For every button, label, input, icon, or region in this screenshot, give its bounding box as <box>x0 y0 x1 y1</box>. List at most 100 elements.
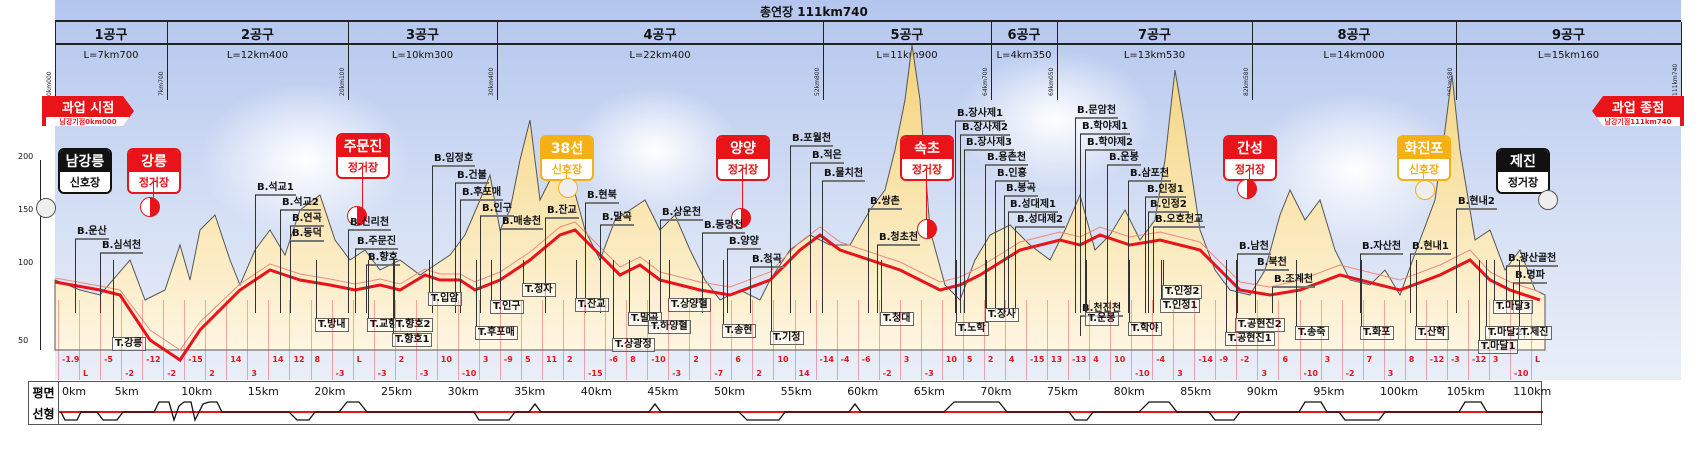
gradient-value: 4 <box>1008 355 1015 364</box>
gradient-value: 8 <box>1408 355 1415 364</box>
km-tick-label: 95km <box>1313 385 1345 398</box>
bridge-label: B.장사제3 <box>964 137 1014 313</box>
alignment-line <box>54 228 1541 363</box>
gradient-value: 12 <box>293 355 305 364</box>
gradient-value: -10 <box>461 369 477 378</box>
bridge-label: B.삼포천 <box>1128 168 1172 313</box>
km-tick-label: 25km <box>381 385 413 398</box>
tunnel-label: T.송현 <box>722 260 756 338</box>
station-type: 정거장 <box>1507 176 1539 189</box>
gradient-divider <box>1320 300 1322 380</box>
km-tick-label: 10km <box>181 385 213 398</box>
bridge-label: B.인흥 <box>995 168 1029 313</box>
bridge-label: B.양양 <box>727 236 761 313</box>
gradient-value: 2 <box>398 355 405 364</box>
gradient-value: -3 <box>924 369 934 378</box>
gradient-divider <box>1531 300 1532 380</box>
station-type: 정거장 <box>1234 163 1266 176</box>
station-symbol-icon <box>1237 179 1257 199</box>
station-pole <box>742 169 743 218</box>
gradient-divider <box>247 300 249 380</box>
y-axis-label: 50 <box>18 336 29 345</box>
gradient-value: -4 <box>1156 355 1166 364</box>
gradient-value: 7 <box>1366 355 1373 364</box>
section-divider <box>497 22 498 100</box>
gradient-value: -3 <box>672 369 682 378</box>
gradient-divider <box>121 300 123 380</box>
bridge-label: B.봉곡 <box>1004 183 1038 313</box>
section-length: L=22km400 <box>629 50 691 61</box>
station-type: 정거장 <box>911 163 943 176</box>
bridge-label: B.학야제2 <box>1085 137 1135 313</box>
gradient-divider <box>1194 300 1196 380</box>
bridge-label: B.문암천 <box>1075 105 1119 313</box>
gradient-divider <box>1131 300 1133 380</box>
gradient-value: 10 <box>1114 355 1126 364</box>
gradient-value: 10 <box>945 355 957 364</box>
bridge-label: B.인구 <box>480 203 514 313</box>
gradient-value: 2 <box>693 355 699 364</box>
station-symbol-icon <box>140 197 160 217</box>
gradient-value: -12 <box>1471 355 1487 364</box>
gradient-divider <box>1025 300 1027 380</box>
gradient-value: -9 <box>503 355 513 364</box>
gradient-value: 3 <box>482 355 489 364</box>
bridge-label: B.잔교 <box>545 205 579 313</box>
gradient-value: 5 <box>966 355 973 364</box>
gradient-divider <box>1068 300 1070 380</box>
section-name: 9공구 <box>1552 28 1585 43</box>
station-symbol-icon <box>1415 180 1435 200</box>
km-tick-label: 60km <box>847 385 879 398</box>
gradient-value: 6 <box>1282 355 1289 364</box>
station-pole <box>1423 169 1424 190</box>
project-end-marker: 과업 종점 남강기점111km740 <box>1592 96 1684 126</box>
gradient-divider <box>415 300 417 380</box>
station-sign: 양양 정거장 <box>716 135 770 181</box>
tunnel-label: T.인정1 <box>1160 260 1201 313</box>
gradient-divider <box>1299 300 1301 380</box>
station-name: 간성 <box>1225 137 1275 159</box>
bridge-label: B.인정2 <box>1148 199 1189 313</box>
gradient-divider <box>626 300 628 380</box>
gradient-value: -15 <box>1029 355 1045 364</box>
bridge-label: B.연곡 <box>290 213 324 313</box>
section-divider <box>167 22 168 100</box>
section-divider <box>1681 22 1682 100</box>
gradient-divider <box>373 300 375 380</box>
bridge-label: B.운산 <box>75 226 109 313</box>
gradient-divider <box>962 300 964 380</box>
km-tick-label: 85km <box>1180 385 1212 398</box>
section-divider <box>55 22 56 100</box>
gradient-divider <box>563 300 565 380</box>
gradient-value: -5 <box>104 355 113 364</box>
gradient-value: -9 <box>1219 355 1229 364</box>
gradient-value: -3 <box>335 369 345 378</box>
km-tick-label: 15km <box>247 385 279 398</box>
bridge-label: B.현내1 <box>1410 241 1451 313</box>
gradient-divider <box>163 300 165 380</box>
gradient-divider <box>331 300 333 380</box>
bridge-label: B.주문진 <box>355 236 399 313</box>
gradient-divider <box>731 300 733 380</box>
tunnel-label: T.산학 <box>1415 260 1449 340</box>
gradient-divider <box>541 300 543 380</box>
bridge-label: B.물치천 <box>822 168 866 313</box>
gradient-value: 13 <box>1051 355 1063 364</box>
station-pole <box>926 169 927 229</box>
station-name: 강릉 <box>129 150 179 172</box>
tunnel-label: T.교항 <box>367 260 401 332</box>
gradient-divider <box>1047 300 1048 380</box>
gradient-value: -10 <box>1135 369 1150 378</box>
bridge-label: B.포월천 <box>790 133 834 313</box>
bridge-label: B.적은 <box>810 150 844 313</box>
gradient-value: 11 <box>545 355 558 364</box>
section-divider <box>991 22 992 100</box>
gradient-value: 2 <box>756 369 762 378</box>
gradient-value: 2 <box>987 355 994 364</box>
gradient-divider <box>268 300 270 380</box>
gradient-value: 14 <box>798 369 810 378</box>
km-tick-label: 100km <box>1380 385 1419 398</box>
y-axis-label: 100 <box>18 258 34 267</box>
km-tick-label: 40km <box>580 385 612 398</box>
plan-label-top: 평면 <box>32 386 55 400</box>
